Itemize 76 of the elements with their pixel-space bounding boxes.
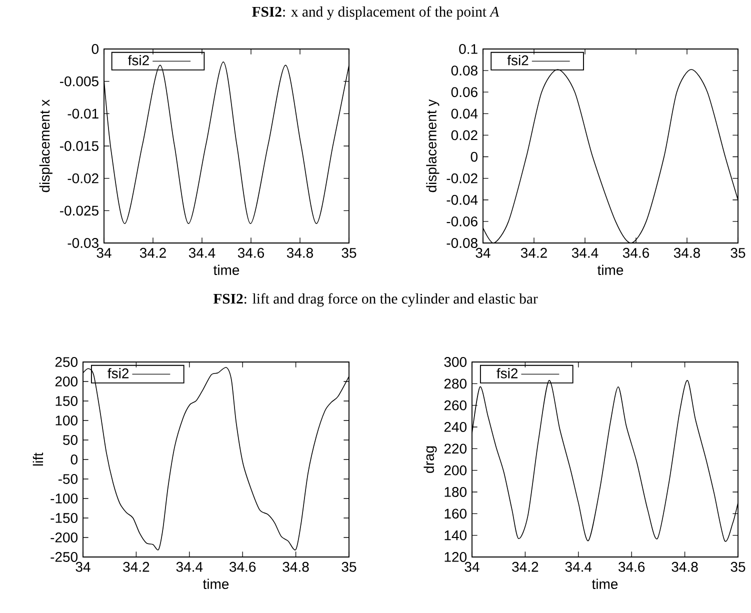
y-tick-label: 140: [444, 530, 467, 540]
x-tick-label: 34.2: [140, 248, 166, 258]
x-tick-label: 34.8: [282, 562, 309, 572]
y-tick-label: 0.02: [451, 130, 478, 140]
y-tick-label: -0.02: [68, 173, 98, 184]
x-tick-label: 35: [730, 562, 746, 572]
x-tick-label: 34.6: [238, 248, 264, 258]
x-axis-title: time: [592, 578, 618, 590]
y-tick-label: -50: [58, 474, 78, 484]
y-tick-label: -0.025: [60, 206, 98, 216]
y-tick-label: -0.02: [446, 173, 478, 184]
x-tick-label: 34.4: [188, 248, 216, 258]
chart-title: FSI2: lift and drag force on the cylinder and elastic bar: [213, 293, 538, 307]
y-tick-label: 200: [55, 376, 78, 386]
x-tick-label: 34: [76, 562, 90, 572]
y-axis-title: lift: [32, 452, 44, 466]
x-tick-label: 34.2: [512, 562, 538, 572]
y-tick-label: 50: [63, 435, 78, 445]
y-tick-label: -0.06: [446, 216, 478, 226]
x-tick-label: 35: [730, 248, 746, 258]
y-tick-label: 0.1: [459, 44, 478, 54]
legend-label: fsi2: [507, 55, 528, 66]
y-tick-label: 150: [56, 396, 78, 406]
y-tick-label: 240: [444, 422, 467, 432]
x-tick-label: 34.8: [674, 248, 700, 258]
y-tick-label: 0: [70, 454, 78, 464]
y-tick-label: 0: [92, 44, 99, 54]
y-tick-label: -150: [50, 513, 78, 523]
y-tick-label: 180: [444, 487, 467, 497]
y-tick-label: -100: [50, 494, 78, 504]
x-tick-label: 35: [342, 562, 356, 572]
x-tick-label: 34.4: [572, 248, 598, 258]
y-tick-label: 220: [444, 444, 467, 454]
y-tick-label: -0.08: [446, 238, 478, 248]
y-tick-label: 200: [444, 465, 467, 476]
x-tick-label: 34.6: [230, 562, 256, 572]
y-axis-title: displacement x: [39, 99, 52, 192]
y-tick-label: -250: [50, 552, 78, 562]
x-tick-label: 34.8: [286, 248, 314, 258]
y-tick-label: 0.04: [451, 108, 478, 119]
y-tick-label: -0.005: [60, 76, 98, 86]
y-tick-label: 0: [470, 152, 478, 162]
x-tick-label: 34.8: [672, 562, 698, 572]
y-tick-label: -0.015: [60, 141, 98, 151]
x-tick-label: 34.4: [176, 562, 203, 572]
chart-title: FSI2: x and y displacement of the point A: [252, 6, 500, 20]
x-tick-label: 34.2: [123, 562, 150, 572]
x-tick-label: 34.6: [618, 562, 645, 572]
x-tick-label: 34.4: [565, 562, 592, 572]
x-tick-label: 34: [464, 562, 480, 572]
y-tick-label: 260: [444, 400, 467, 410]
legend-label: fsi2: [108, 368, 129, 378]
x-axis-title: time: [597, 264, 624, 276]
y-tick-label: 250: [55, 357, 78, 367]
y-axis-title: drag: [424, 446, 437, 473]
legend-label: fsi2: [496, 368, 518, 378]
x-axis-title: time: [213, 264, 240, 276]
y-tick-label: -0.01: [68, 108, 98, 119]
x-tick-label: 34.2: [520, 248, 547, 258]
x-axis-title: time: [202, 578, 229, 590]
y-tick-label: 100: [56, 416, 78, 426]
x-tick-label: 34: [96, 248, 112, 258]
legend-label: fsi2: [128, 55, 149, 66]
y-tick-label: -0.03: [68, 238, 98, 248]
x-tick-label: 34: [476, 248, 490, 258]
y-tick-label: 0.06: [451, 87, 478, 98]
x-tick-label: 35: [342, 248, 356, 258]
y-tick-label: -200: [50, 532, 78, 542]
y-tick-label: 120: [444, 552, 467, 562]
y-tick-label: 280: [444, 378, 467, 389]
y-tick-label: 300: [444, 357, 467, 367]
y-tick-label: -0.04: [446, 194, 478, 205]
y-tick-label: 160: [444, 508, 467, 519]
y-axis-title: displacement y: [426, 99, 440, 192]
x-tick-label: 34.6: [622, 248, 650, 258]
y-tick-label: 0.08: [451, 66, 478, 76]
